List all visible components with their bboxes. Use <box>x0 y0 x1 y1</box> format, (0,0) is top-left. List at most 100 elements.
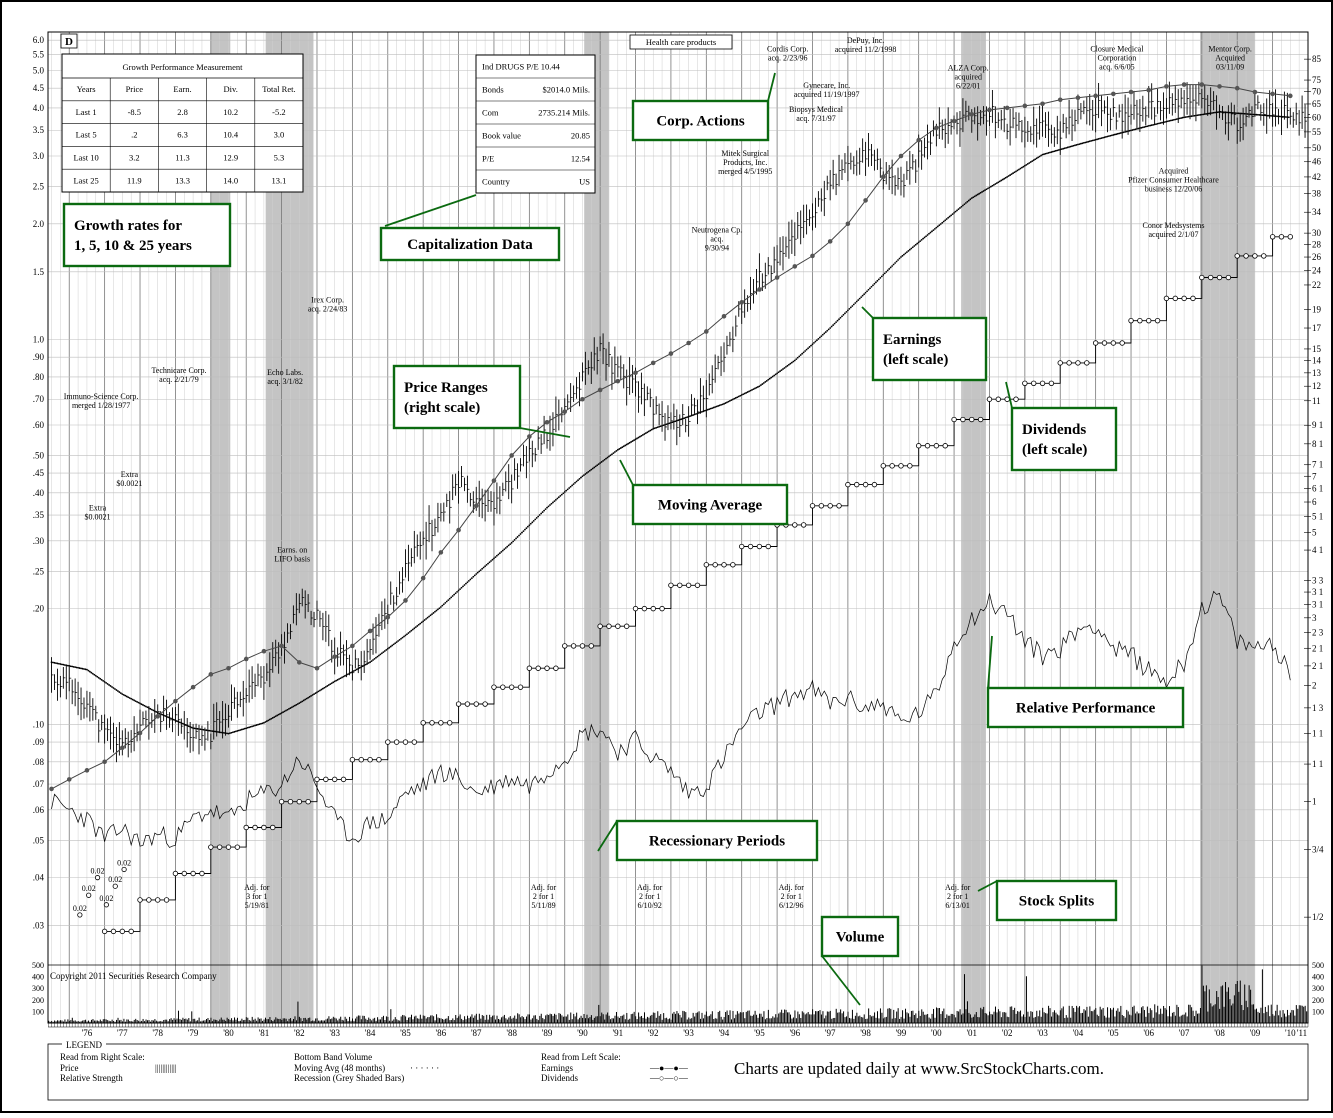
moving-average-dot <box>1196 114 1199 117</box>
callout-leader <box>977 880 998 892</box>
moving-average-dot <box>689 415 691 418</box>
moving-average-dot <box>733 397 736 400</box>
moving-average-dot <box>1171 119 1174 122</box>
left-tick-label: .35 <box>33 510 45 520</box>
moving-average-dot <box>416 625 419 627</box>
moving-average-dot <box>982 190 985 192</box>
dividend-point <box>367 756 373 763</box>
callout-text: Price Ranges <box>404 380 488 396</box>
moving-average-dot <box>507 544 510 547</box>
moving-average-dot <box>1267 114 1270 117</box>
moving-average-dot <box>867 288 870 291</box>
moving-average-dot <box>145 705 147 708</box>
split-note-text: 2 for 1 <box>639 892 660 901</box>
moving-average-dot <box>597 463 600 466</box>
dividend-point <box>455 701 462 707</box>
moving-average-dot <box>245 727 248 730</box>
left-tick-label: .04 <box>33 873 45 883</box>
moving-average-dot <box>802 351 805 354</box>
earnings-point <box>473 503 479 509</box>
moving-average-dot <box>1140 126 1143 129</box>
moving-average-dot <box>1276 115 1278 118</box>
moving-average-dot <box>1051 150 1054 153</box>
moving-average-dot <box>323 686 326 689</box>
right-tick-label: 19 <box>1312 304 1322 314</box>
right-tick-label: 24 <box>1312 265 1322 275</box>
annotation-text: Closure Medical <box>1090 45 1144 54</box>
moving-average-dot <box>717 405 720 407</box>
moving-average-dot <box>114 688 116 690</box>
callout-text: Capitalization Data <box>407 237 533 253</box>
x-tick-label: '95 <box>754 1028 765 1038</box>
split-note-text: Adj. for <box>779 883 805 892</box>
annotation-text: Pfizer Consumer Healthcare <box>1128 176 1219 185</box>
moving-average-dot <box>866 290 868 293</box>
moving-average-dot <box>765 379 768 382</box>
moving-average-dot <box>162 714 165 717</box>
moving-average-dot <box>807 347 809 350</box>
callout-leader <box>821 955 861 1006</box>
moving-average-dot <box>830 325 833 328</box>
extra-dividend-label: 0.02 <box>82 884 96 893</box>
moving-average-dot <box>740 394 743 396</box>
moving-average-dot <box>795 358 798 361</box>
moving-average-dot <box>543 509 545 512</box>
moving-average-dot <box>327 684 330 686</box>
moving-average-dot <box>590 468 593 471</box>
moving-average-dot <box>826 329 829 332</box>
moving-average-dot <box>78 667 81 669</box>
callout-text: Moving Average <box>658 498 763 514</box>
moving-average-dot <box>532 519 535 522</box>
moving-average-dot <box>1146 125 1149 128</box>
moving-average-dot <box>711 407 714 410</box>
moving-average-dot <box>1174 118 1177 121</box>
cap-table-value: US <box>579 176 590 186</box>
earnings-point <box>527 434 532 439</box>
right-tick-label: 2 1 <box>1312 643 1323 653</box>
moving-average-dot <box>994 183 997 185</box>
earnings-point <box>84 768 90 773</box>
right-tick-label: 1 1 <box>1312 759 1323 769</box>
moving-average-dot <box>1202 113 1205 116</box>
moving-average-dot <box>574 481 576 484</box>
moving-average-dot <box>208 729 211 732</box>
performance-table-title: Growth Performance Measurement <box>123 62 244 72</box>
performance-table-header: Price <box>126 84 144 94</box>
legend-title-bg <box>62 1039 106 1049</box>
moving-average-dot <box>516 536 519 538</box>
dividend-point <box>517 684 524 690</box>
dividend-point <box>827 503 833 509</box>
moving-average-dot <box>687 415 690 418</box>
left-tick-label: .10 <box>33 719 45 729</box>
moving-average-dot <box>302 699 305 702</box>
moving-average-dot <box>479 569 482 571</box>
moving-average-dot <box>366 662 369 665</box>
moving-average-dot <box>540 512 543 515</box>
dividend-point <box>340 776 347 783</box>
volume-tick-right: 500 <box>1312 961 1324 970</box>
moving-average-dot <box>127 696 130 699</box>
moving-average-dot <box>966 200 969 203</box>
earnings-point <box>491 478 497 483</box>
moving-average-dot <box>898 257 901 260</box>
moving-average-dot <box>304 698 307 701</box>
dividend-point <box>146 897 152 903</box>
callout-box <box>631 483 789 526</box>
moving-average-dot <box>759 384 762 387</box>
moving-average-dot <box>88 670 91 673</box>
moving-average-dot <box>378 654 380 657</box>
performance-table-cell: Last 5 <box>76 130 97 140</box>
moving-average-dot <box>600 461 603 463</box>
moving-average-dot <box>644 432 647 435</box>
moving-average-dot <box>612 452 615 455</box>
moving-average-dot <box>1259 114 1262 116</box>
moving-average-dot <box>861 294 864 297</box>
dividend-point <box>155 897 161 903</box>
moving-average-dot <box>821 333 824 336</box>
dividend-point <box>1181 295 1187 302</box>
moving-average-dot <box>749 389 752 392</box>
moving-average-line <box>50 110 1290 735</box>
earnings-point <box>332 654 337 660</box>
legend-col1-label: Relative Strength <box>60 1073 123 1083</box>
